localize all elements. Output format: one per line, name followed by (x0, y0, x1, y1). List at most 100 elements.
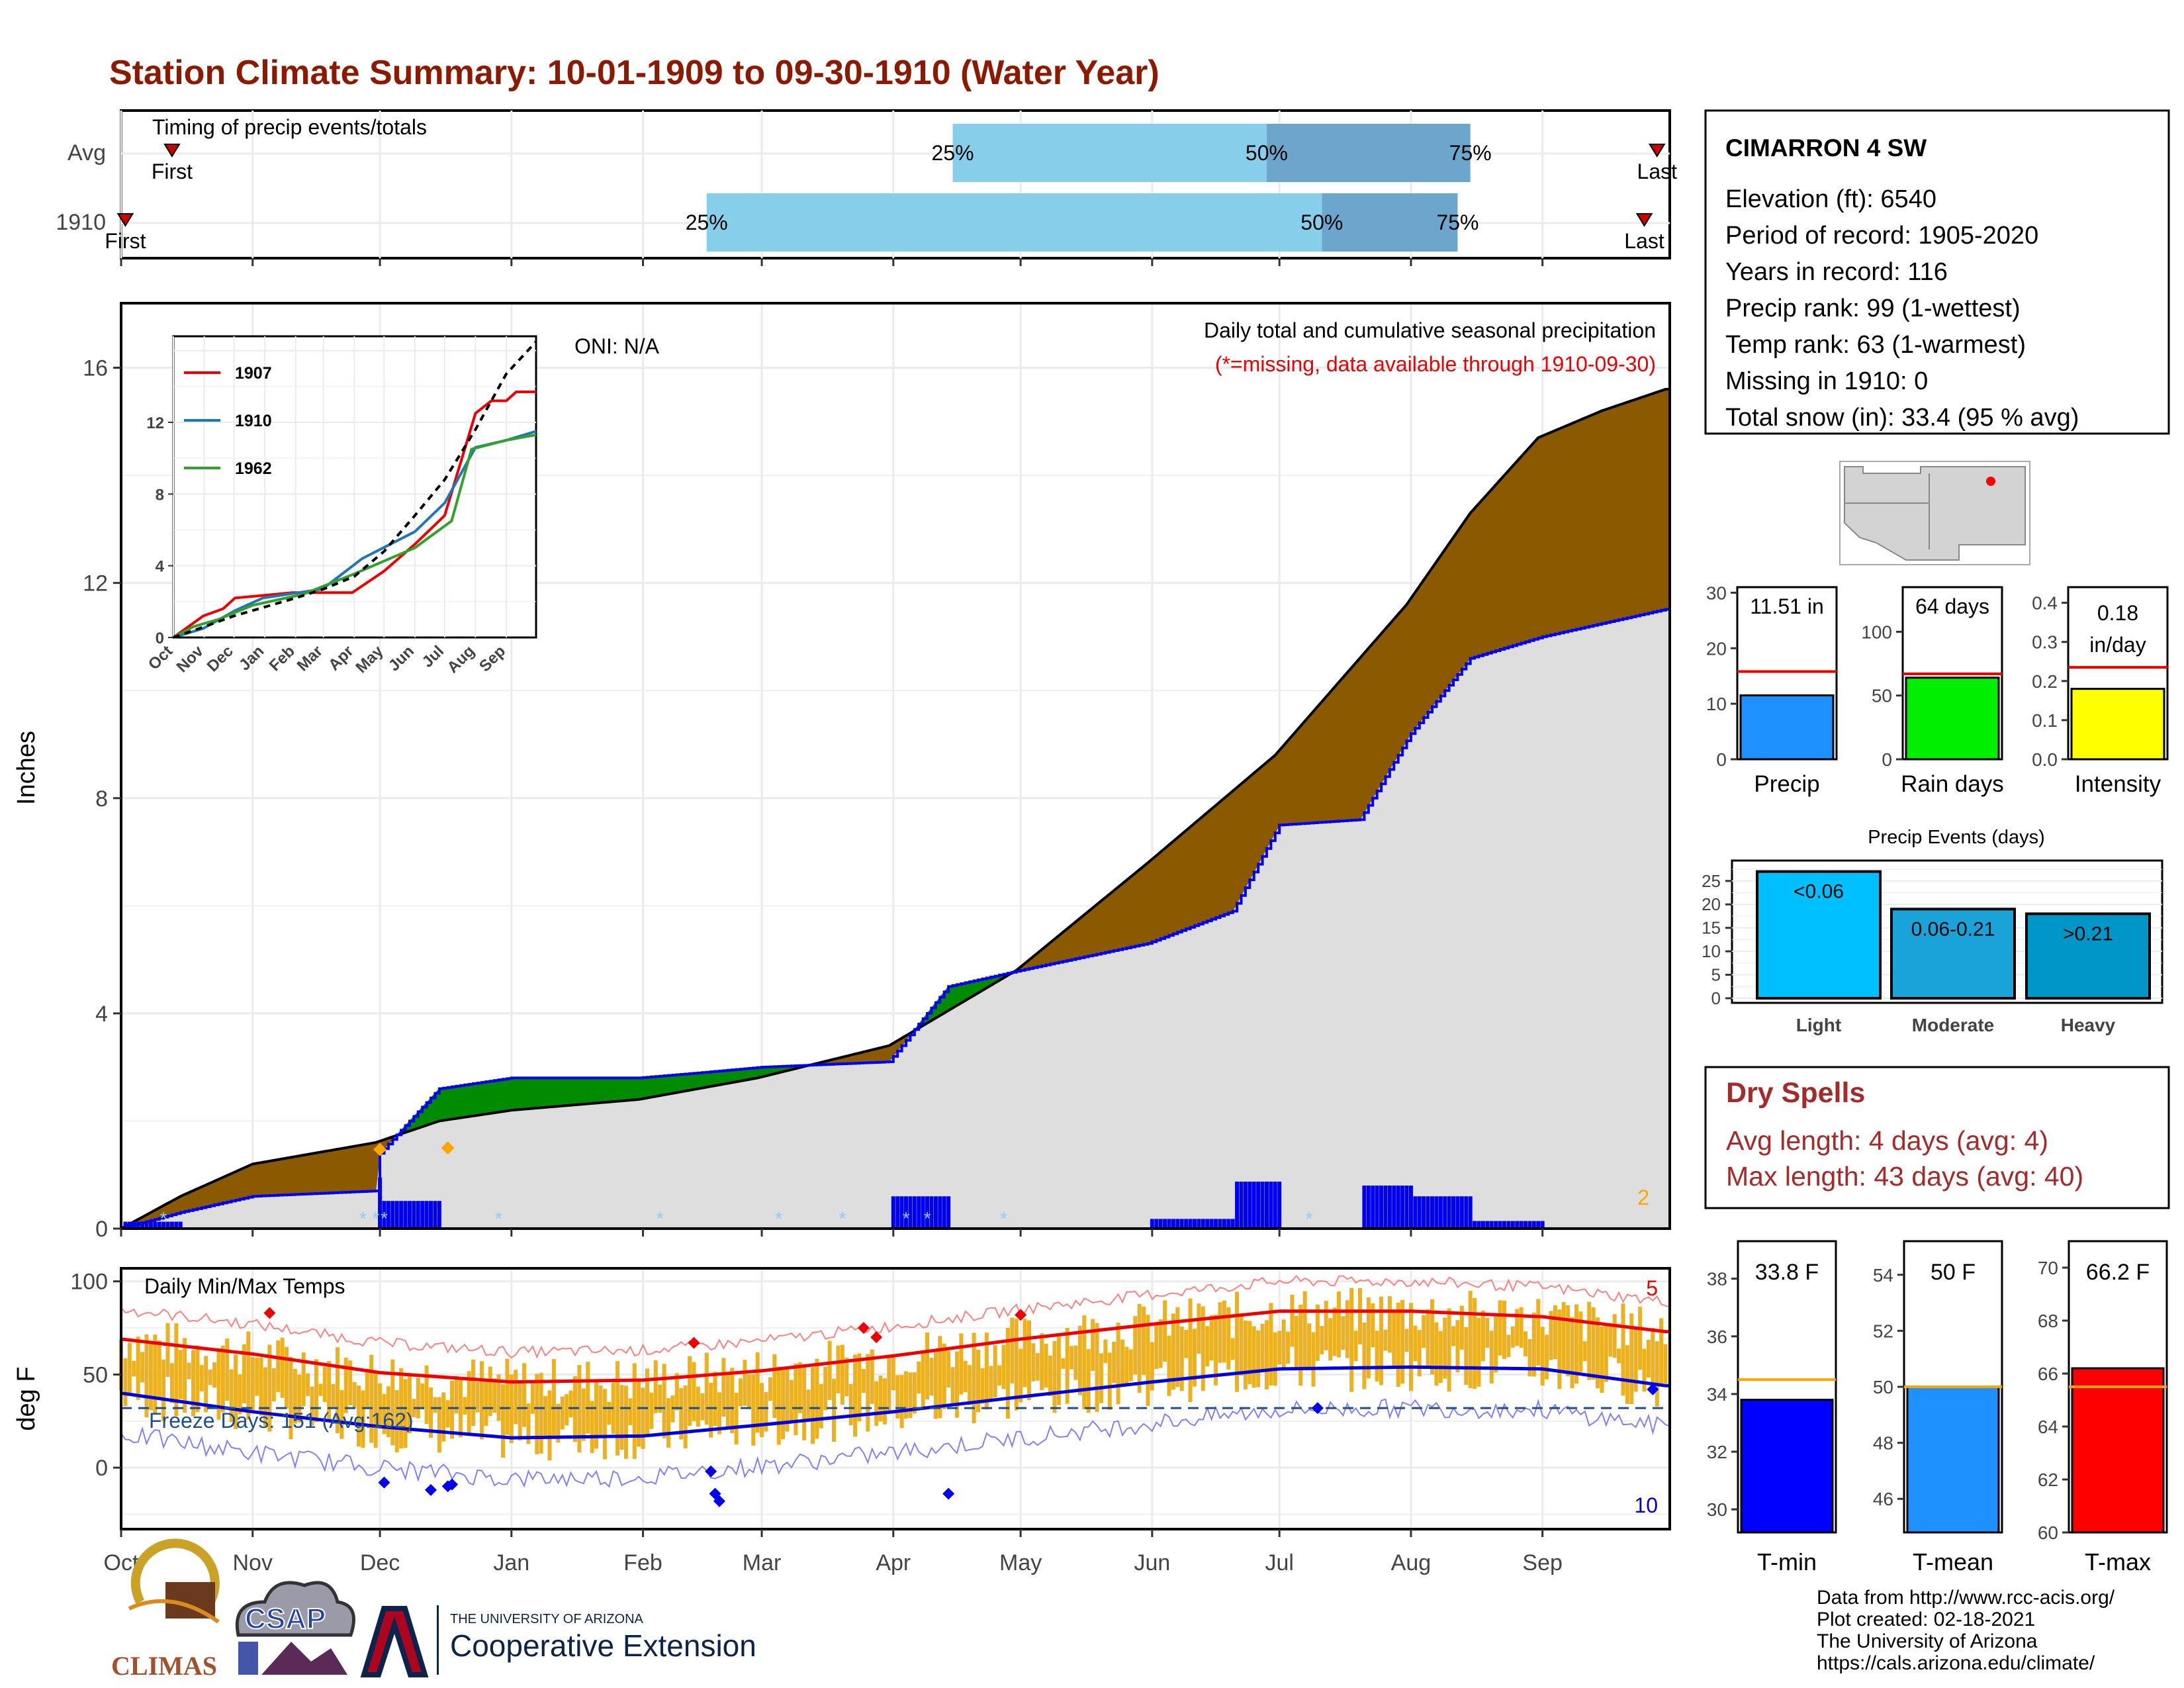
quartile-bar-25-50 (952, 124, 1267, 182)
daily-precip-bar (1417, 1196, 1422, 1229)
x-tick-label: Jan (493, 1550, 529, 1575)
footer-line: Data from http://www.rcc-acis.org/ (1817, 1587, 2115, 1609)
y-tick-label: 0 (1882, 749, 1892, 770)
dry-spells-avg: Avg length: 4 days (avg: 4) (1726, 1125, 2048, 1156)
p50-label: 50% (1246, 141, 1288, 165)
record-high-marker (870, 1331, 883, 1344)
inset-legend-label: 1962 (235, 459, 272, 478)
daily-precip-bar (1256, 1182, 1261, 1229)
daily-precip-bar (1379, 1185, 1384, 1229)
y-tick-label: 5 (1711, 965, 1721, 985)
y-tick-label: 52 (1873, 1321, 1893, 1341)
csap-logo: CSAP (235, 1581, 355, 1675)
temp-bar-value (1906, 1385, 2000, 1534)
daily-precip-bar (1201, 1219, 1205, 1229)
daily-precip-bar (1222, 1219, 1226, 1229)
daily-precip-bar (1188, 1219, 1193, 1229)
first-label: First (152, 160, 193, 183)
daily-precip-bar (1464, 1196, 1469, 1229)
snow-marker: * (495, 1208, 502, 1229)
precip-panel-subtitle: (*=missing, data available through 1910-… (1215, 352, 1656, 376)
daily-precip-bar (1485, 1221, 1490, 1229)
cumulative-area (121, 609, 1670, 1229)
daily-precip-bar (1527, 1221, 1532, 1229)
temp-summary-bars: 30 32 34 36 38 33.8 F T-min 46 48 50 52 54 50 F T-mea… (1707, 1240, 2168, 1575)
daily-precip-bar (1506, 1221, 1511, 1229)
daily-precip-bar (1468, 1196, 1473, 1229)
inset-legend-label: 1907 (235, 364, 272, 383)
snow-marker: * (372, 1208, 379, 1229)
avg-min-line (120, 1365, 1670, 1440)
daily-precip-bar (1277, 1182, 1282, 1229)
summary-bar-value-label: 11.51 in (1750, 594, 1824, 618)
inset-y-tick-label: 8 (156, 486, 164, 504)
daily-precip-bar (1251, 1182, 1256, 1229)
daily-precip-bar (1192, 1219, 1197, 1229)
y-tick-label: 25 (1702, 871, 1721, 891)
y-tick-label: 0 (95, 1456, 108, 1481)
record-precip-marker (441, 1141, 455, 1155)
y-tick-label: 8 (95, 786, 108, 812)
record-high-marker (688, 1336, 700, 1349)
station-info-box: CIMARRON 4 SW Elevation (ft): 6540 Perio… (1704, 109, 2170, 435)
daily-precip-bar (899, 1196, 904, 1229)
daily-precip-bar (1426, 1196, 1430, 1229)
daily-precip-bar (412, 1201, 416, 1229)
precip-event-category: Moderate (1912, 1015, 1994, 1035)
x-tick-label: Dec (360, 1550, 400, 1575)
first-label: First (105, 229, 146, 253)
y-tick-label: 50 (1872, 686, 1892, 706)
climas-logo: CLIMAS (111, 1538, 220, 1681)
daily-precip-bar (1375, 1185, 1379, 1229)
daily-precip-bar (1502, 1221, 1506, 1229)
record-high-marker (1015, 1309, 1027, 1321)
record-min-line (120, 1398, 1670, 1488)
y-tick-label: 36 (1707, 1327, 1727, 1347)
p50-label: 50% (1300, 211, 1343, 234)
station-line: Missing in 1910: 0 (1725, 367, 1928, 395)
daily-precip-bar (1264, 1182, 1269, 1229)
y-tick-label: 32 (1707, 1442, 1727, 1462)
record-low-marker (705, 1465, 717, 1477)
first-event-marker (116, 213, 134, 227)
y-tick-label: 16 (83, 356, 108, 381)
y-tick-label: 20 (1702, 894, 1721, 914)
daily-precip-bar (1443, 1196, 1447, 1229)
daily-precip-bar (148, 1221, 153, 1229)
daily-precip-bar (144, 1221, 149, 1229)
y-tick-label: 15 (1702, 918, 1721, 938)
summary-bar-value (2070, 688, 2165, 761)
daily-precip-bar (1459, 1196, 1464, 1229)
daily-precip-bar (378, 1177, 383, 1229)
min-record-count: 10 (1634, 1493, 1658, 1517)
precip-event-bar-label: <0.06 (1794, 881, 1844, 903)
y-tick-label: 0 (1711, 988, 1721, 1008)
daily-precip-bar (1434, 1196, 1439, 1229)
daily-precip-bar (1430, 1196, 1434, 1229)
record-low-marker (446, 1478, 459, 1491)
daily-precip-bar (1158, 1219, 1163, 1229)
freeze-days-label: Freeze Days: 151 (Avg:162) (149, 1409, 414, 1432)
daily-precip-bar (386, 1201, 390, 1229)
daily-precip-bar (382, 1201, 387, 1229)
snow-marker: * (1306, 1208, 1313, 1229)
daily-precip-bar (1226, 1219, 1231, 1229)
daily-precip-bar (1524, 1221, 1528, 1229)
daily-precip-bar (1408, 1185, 1413, 1229)
p75-label: 75% (1436, 211, 1479, 234)
daily-precip-bar (1451, 1196, 1456, 1229)
year-cumulative-line (121, 608, 1670, 1230)
dry-spells-max: Max length: 43 days (avg: 40) (1726, 1161, 2083, 1192)
snow-marker: * (1000, 1208, 1007, 1229)
precip-event-category: Heavy (2061, 1015, 2116, 1035)
precip-event-category: Light (1796, 1015, 1841, 1035)
summary-bar-name: Intensity (2075, 771, 2161, 797)
daily-precip-bar (1489, 1221, 1494, 1229)
x-tick-label: Jun (1134, 1550, 1170, 1575)
y-tick-label: 100 (1861, 622, 1892, 642)
record-low-marker (425, 1483, 437, 1496)
y-tick-label: 30 (1706, 583, 1727, 603)
snow-marker: * (924, 1208, 931, 1229)
dry-spells-title: Dry Spells (1726, 1077, 1865, 1109)
